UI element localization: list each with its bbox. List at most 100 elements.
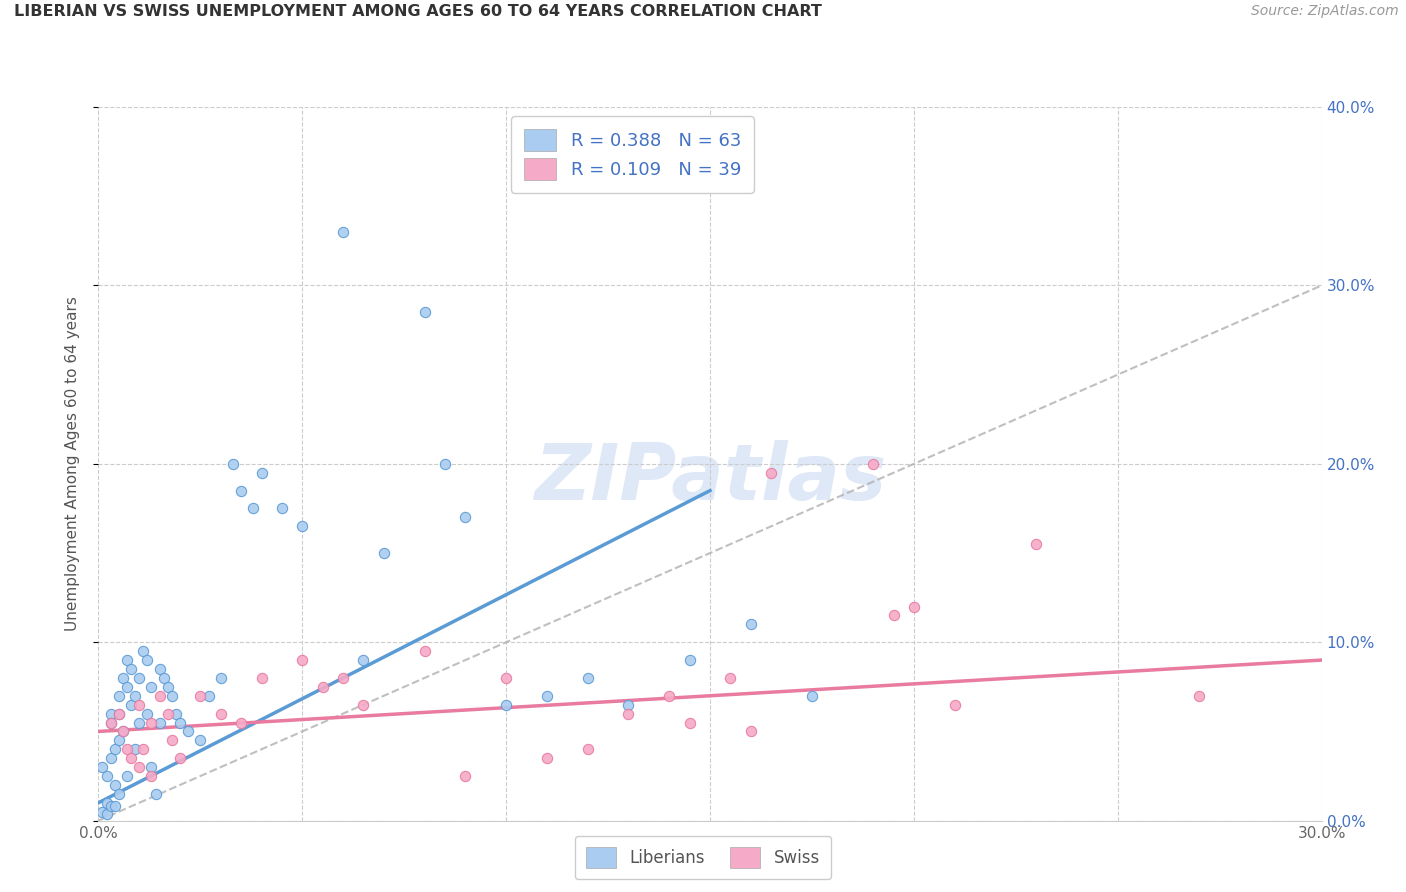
Point [617,706,640,721]
Point [120,751,142,765]
Point [801,689,824,703]
Point [169,715,191,730]
Point [111,724,134,739]
Point [209,671,232,685]
Point [188,689,212,703]
Point [434,457,457,471]
Point [291,519,314,533]
Point [160,689,183,703]
Point [160,733,183,747]
Point [242,501,264,516]
Y-axis label: Unemployment Among Ages 60 to 64 years: Unemployment Among Ages 60 to 64 years [65,296,80,632]
Point [352,653,374,667]
Point [120,662,142,676]
Point [120,698,142,712]
Point [108,733,131,747]
Point [413,305,436,319]
Point [312,680,335,694]
Point [209,706,232,721]
Point [108,706,131,721]
Point [222,457,245,471]
Point [536,751,558,765]
Point [124,689,146,703]
Point [96,796,118,810]
Point [108,689,131,703]
Point [373,546,395,560]
Point [108,706,131,721]
Point [104,799,127,814]
Point [108,787,131,801]
Point [100,715,122,730]
Point [132,644,155,658]
Point [91,760,114,774]
Point [740,617,762,632]
Point [115,742,138,756]
Text: ZIPatlas: ZIPatlas [534,440,886,516]
Point [576,742,599,756]
Point [115,769,138,783]
Point [250,466,273,480]
Legend: R = 0.388   N = 63, R = 0.109   N = 39: R = 0.388 N = 63, R = 0.109 N = 39 [512,116,754,193]
Point [231,483,253,498]
Point [332,225,354,239]
Point [128,671,150,685]
Point [136,653,159,667]
Point [128,715,150,730]
Point [576,671,599,685]
Point [111,724,134,739]
Point [188,733,212,747]
Point [454,510,477,524]
Point [96,769,118,783]
Point [104,778,127,792]
Point [617,698,640,712]
Point [740,724,762,739]
Point [165,706,187,721]
Point [156,706,179,721]
Point [141,680,163,694]
Point [124,742,146,756]
Point [903,599,925,614]
Point [115,680,138,694]
Point [332,671,354,685]
Point [291,653,314,667]
Point [149,689,172,703]
Text: LIBERIAN VS SWISS UNEMPLOYMENT AMONG AGES 60 TO 64 YEARS CORRELATION CHART: LIBERIAN VS SWISS UNEMPLOYMENT AMONG AGE… [14,4,823,20]
Point [862,457,884,471]
Point [100,715,122,730]
Point [115,653,138,667]
Point [132,742,155,756]
Point [128,698,150,712]
Point [883,608,905,623]
Point [679,653,702,667]
Point [943,698,966,712]
Point [141,715,163,730]
Point [413,644,436,658]
Point [231,715,253,730]
Point [679,715,702,730]
Point [250,671,273,685]
Point [495,698,517,712]
Point [100,751,122,765]
Point [156,680,179,694]
Point [177,724,200,739]
Legend: Liberians, Swiss: Liberians, Swiss [575,836,831,880]
Point [152,671,174,685]
Point [454,769,477,783]
Point [96,806,118,821]
Point [100,799,122,814]
Point [1025,537,1047,551]
Point [197,689,219,703]
Point [169,751,191,765]
Point [149,715,172,730]
Point [1188,689,1211,703]
Text: Source: ZipAtlas.com: Source: ZipAtlas.com [1251,4,1399,19]
Point [141,769,163,783]
Point [111,671,134,685]
Point [720,671,742,685]
Point [141,760,163,774]
Point [104,742,127,756]
Point [352,698,374,712]
Point [536,689,558,703]
Point [761,466,783,480]
Point [495,671,517,685]
